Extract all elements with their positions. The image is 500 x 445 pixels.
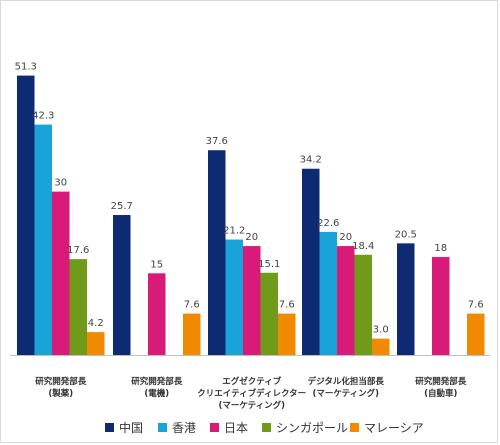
legend-label-5: マレーシア (364, 421, 424, 435)
legend-label-1: 中国 (119, 420, 143, 435)
data-label-1-2: 25.7 (111, 201, 133, 212)
category-label-1-1: 研究開発部長 (35, 376, 87, 387)
data-label-2-1: 42.3 (32, 111, 54, 122)
bar-5-5 (467, 313, 485, 355)
data-label-3-3: 20 (245, 232, 258, 243)
bar-1-2 (113, 215, 131, 355)
legend-swatch-2 (158, 423, 167, 432)
bar-3-4 (337, 246, 355, 355)
data-label-5-4: 3.0 (373, 325, 389, 336)
data-label-5-5: 7.6 (468, 300, 484, 311)
data-label-5-2: 7.6 (184, 300, 200, 311)
category-label-5-2: (自動車) (424, 388, 457, 399)
data-label-2-3: 21.2 (223, 226, 245, 237)
bars-layer (17, 75, 485, 356)
bar-5-2 (183, 313, 201, 355)
bar-3-3 (243, 246, 261, 355)
bar-1-3 (208, 150, 226, 355)
bar-3-5 (432, 256, 450, 355)
bar-5-1 (87, 332, 105, 355)
bar-2-4 (319, 231, 337, 355)
legend-swatch-4 (262, 423, 271, 432)
data-label-1-4: 34.2 (300, 155, 322, 166)
bar-3-2 (148, 273, 166, 355)
legend-label-3: 日本 (224, 421, 248, 435)
legend-swatch-1 (105, 423, 114, 432)
bar-2-1 (34, 124, 52, 355)
bar-1-4 (302, 168, 320, 355)
value-labels-layer: 51.342.33017.64.225.7157.637.621.22015.1… (15, 62, 484, 336)
data-label-3-4: 20 (339, 232, 352, 243)
category-label-3-2: クリエイティブディレクター (197, 388, 306, 399)
bar-4-3 (260, 272, 278, 355)
bar-1-1 (17, 75, 35, 356)
data-label-1-5: 20.5 (395, 229, 417, 240)
bar-2-3 (225, 239, 243, 355)
category-label-2-2: (電機) (144, 388, 169, 399)
legend-swatch-3 (210, 423, 219, 432)
category-labels-layer: 研究開発部長(製薬)研究開発部長(電機)エグゼクティブクリエイティブディレクター… (35, 376, 467, 411)
data-label-3-2: 15 (150, 259, 163, 270)
data-label-1-3: 37.6 (206, 136, 228, 147)
category-label-1-2: (製薬) (48, 388, 73, 399)
bar-3-1 (52, 191, 70, 355)
legend-label-2: 香港 (172, 421, 196, 435)
category-label-3-3: (マーケティング) (218, 400, 285, 411)
bar-1-5 (397, 243, 415, 355)
data-label-3-5: 18 (434, 243, 447, 254)
bar-4-1 (69, 259, 87, 355)
data-label-4-3: 15.1 (258, 259, 280, 270)
data-label-3-1: 30 (54, 178, 67, 189)
data-label-1-1: 51.3 (15, 62, 37, 73)
data-label-5-3: 7.6 (279, 300, 295, 311)
bar-5-4 (372, 338, 390, 355)
category-label-2-1: 研究開発部長 (131, 376, 183, 387)
data-label-2-4: 22.6 (317, 218, 339, 229)
bar-5-3 (278, 313, 296, 355)
legend-swatch-5 (350, 423, 359, 432)
data-label-4-4: 18.4 (352, 241, 374, 252)
bar-4-4 (354, 254, 372, 355)
category-label-4-2: (マーケティング) (312, 388, 379, 399)
data-label-4-1: 17.6 (67, 245, 89, 256)
legend: 中国 香港 日本 シンガポール マレーシア (105, 420, 424, 435)
category-label-5-1: 研究開発部長 (415, 376, 467, 387)
data-label-5-1: 4.2 (88, 318, 104, 329)
legend-label-4: シンガポール (276, 421, 348, 435)
category-label-3-1: エグゼクティブ (222, 376, 281, 387)
category-label-4-1: デジタル化担当部長 (308, 376, 385, 387)
